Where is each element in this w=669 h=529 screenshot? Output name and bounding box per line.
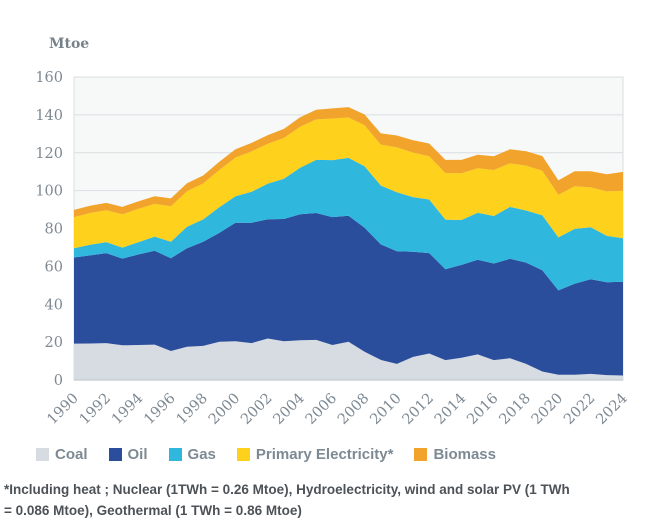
area-gas xyxy=(74,157,623,291)
x-tick-label: 2024 xyxy=(593,391,630,428)
area-primary-electricity xyxy=(74,117,623,249)
y-tick-label: 100 xyxy=(35,184,63,200)
legend-label-coal: Coal xyxy=(55,446,88,463)
x-tick-label: 2020 xyxy=(529,391,566,428)
legend-swatch-oil xyxy=(108,448,122,461)
y-axis-unit-label: Mtoe xyxy=(49,36,90,52)
x-tick-label: 2010 xyxy=(367,391,404,428)
footnote-line-2: = 0.086 Mtoe), Geothermal (1 TWh = 0.86 … xyxy=(4,503,302,518)
y-tick-label: 40 xyxy=(45,297,63,313)
x-tick-label: 1996 xyxy=(141,391,178,428)
stacked-area-chart: Mtoe 0 20 40 60 80 100 120 140 160 1990 1992 1994 19… xyxy=(35,36,631,428)
legend-item-coal: Coal xyxy=(36,446,88,463)
legend-item-oil: Oil xyxy=(108,446,148,463)
x-tick-label: 2008 xyxy=(335,391,372,428)
legend-label-primary-electricity: Primary Electricity* xyxy=(255,446,394,463)
x-tick-label: 2006 xyxy=(303,391,340,428)
y-tick-label: 60 xyxy=(45,259,63,275)
y-tick-label: 80 xyxy=(45,222,63,238)
legend-swatch-primary-electricity xyxy=(236,448,250,461)
x-tick-label: 1990 xyxy=(44,391,81,428)
plot-canvas: 0 20 40 60 80 100 120 140 160 1990199219941996199… xyxy=(35,70,631,428)
legend-label-gas: Gas xyxy=(187,446,216,463)
x-tick-label: 2014 xyxy=(432,391,469,428)
legend-item-biomass: Biomass xyxy=(414,446,496,463)
legend-label-oil: Oil xyxy=(127,446,148,463)
legend-swatch-coal xyxy=(36,448,49,461)
x-tick-label: 2000 xyxy=(206,391,243,428)
x-tick-label: 1998 xyxy=(174,391,211,428)
x-tick-label: 1994 xyxy=(109,391,146,428)
x-tick-label: 2016 xyxy=(464,391,501,428)
legend-item-gas: Gas xyxy=(168,446,216,463)
y-tick-label: 160 xyxy=(35,70,63,86)
x-tick-label: 2002 xyxy=(238,391,275,428)
area-oil xyxy=(74,213,623,376)
x-tick-label: 2004 xyxy=(270,391,307,428)
legend-swatch-gas xyxy=(168,448,182,461)
y-tick-label: 140 xyxy=(35,108,63,124)
x-tick-label: 1992 xyxy=(77,391,114,428)
area-biomass xyxy=(74,107,623,218)
legend-swatch-biomass xyxy=(414,448,428,461)
legend-item-primary-electricity: Primary Electricity* xyxy=(236,446,394,463)
x-tick-label: 2012 xyxy=(400,391,437,428)
y-tick-label: 120 xyxy=(35,146,63,162)
chart-legend: Coal Oil Gas Primary Electricity* Biomass xyxy=(36,446,659,463)
x-tick-label: 2018 xyxy=(497,391,534,428)
footnote-line-1: *Including heat ; Nuclear (1TWh = 0.26 M… xyxy=(4,482,570,497)
y-tick-label: 20 xyxy=(45,335,63,351)
y-tick-label: 0 xyxy=(54,373,63,389)
x-tick-label: 2022 xyxy=(561,391,598,428)
chart-footnote: *Including heat ; Nuclear (1TWh = 0.26 M… xyxy=(4,479,666,521)
legend-label-biomass: Biomass xyxy=(433,446,496,463)
area-coal xyxy=(74,338,623,380)
